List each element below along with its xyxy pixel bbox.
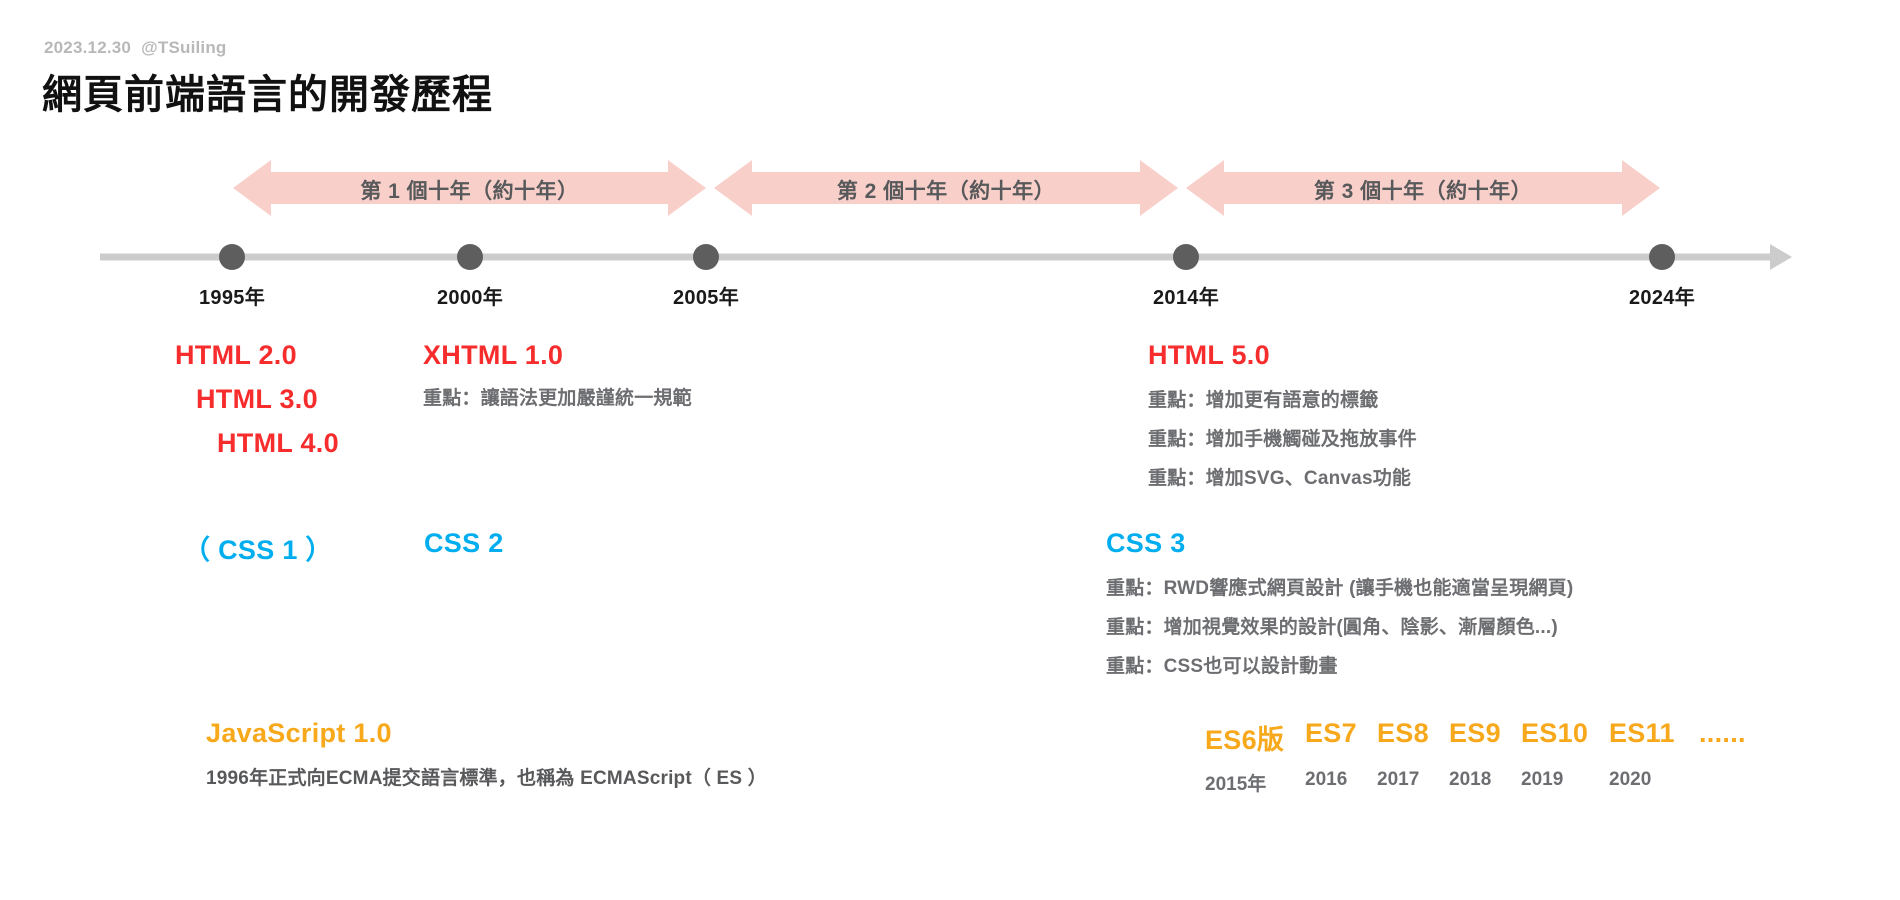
header-meta: 2023.12.30 @TSuiling bbox=[44, 38, 227, 58]
entry-title: （ CSS 1 ） bbox=[183, 535, 333, 565]
header-date: 2023.12.30 bbox=[44, 38, 132, 57]
es-version-label: ES10 bbox=[1521, 718, 1589, 748]
entry-detail-line: 重點：增加更有語意的標籤 bbox=[1148, 390, 1379, 411]
page-title: 網頁前端語言的開發歷程 bbox=[42, 73, 493, 117]
entry-detail-line: 1996年正式向ECMA提交語言標準，也稱為 ECMAScript（ ES ） bbox=[206, 768, 767, 789]
year-label-2000: 2000年 bbox=[437, 287, 503, 309]
entry-title: HTML 5.0 bbox=[1148, 340, 1270, 370]
es-version-label: ES11 bbox=[1609, 718, 1675, 748]
year-label-1995: 1995年 bbox=[199, 287, 265, 309]
entry-title: HTML 2.0 bbox=[175, 340, 297, 370]
entry-title: HTML 3.0 bbox=[196, 384, 318, 414]
es-version-label: ...... bbox=[1699, 718, 1746, 748]
entry-detail-line: 重點：增加視覺效果的設計(圓角、陰影、漸層顏色...) bbox=[1106, 617, 1558, 638]
es-year-label: 2016 bbox=[1305, 769, 1348, 790]
year-label-2005: 2005年 bbox=[673, 287, 739, 309]
decade-label-2: 第 2 個十年（約十年） bbox=[836, 180, 1056, 203]
entry-html5-2014: HTML 5.0 重點：增加更有語意的標籤 重點：增加手機觸碰及拖放事件 重點：… bbox=[1148, 340, 1417, 490]
es-year-line: 2015年 2016 2017 2018 2019 2020 bbox=[1205, 769, 1779, 796]
es-year-label: 2019 bbox=[1521, 769, 1564, 790]
entry-title: XHTML 1.0 bbox=[423, 340, 564, 370]
timeline-dot-1995[interactable] bbox=[219, 244, 245, 270]
entry-css3-2014: CSS 3 重點：RWD響應式網頁設計 (讓手機也能適當呈現網頁) 重點：增加視… bbox=[1106, 528, 1573, 678]
header-handle: @TSuiling bbox=[141, 38, 227, 57]
decade-label-1: 第 1 個十年（約十年） bbox=[360, 180, 579, 203]
entry-title: HTML 4.0 bbox=[217, 428, 339, 458]
timeline-dot-2024[interactable] bbox=[1649, 244, 1675, 270]
entry-xhtml-2000: XHTML 1.0 重點：讓語法更加嚴謹統一規範 bbox=[423, 340, 692, 410]
es-version-label: ES8 bbox=[1377, 718, 1429, 748]
entry-detail-line: 重點：CSS也可以設計動畫 bbox=[1106, 656, 1338, 677]
entry-title: JavaScript 1.0 bbox=[206, 718, 392, 748]
entry-css1-1995: （ CSS 1 ） bbox=[183, 528, 333, 567]
year-label-2014: 2014年 bbox=[1153, 287, 1219, 309]
timeline-dot-2014[interactable] bbox=[1173, 244, 1199, 270]
timeline-arrowhead-icon bbox=[1770, 244, 1792, 270]
es-year-label: 2017 bbox=[1377, 769, 1420, 790]
entry-css2-2000: CSS 2 bbox=[424, 528, 504, 559]
es-version-label: ES6版 bbox=[1205, 725, 1285, 755]
entry-html-1995: HTML 2.0 HTML 3.0 HTML 4.0 bbox=[175, 340, 339, 459]
es-year-label: 2015年 bbox=[1205, 774, 1267, 795]
decade-label-3: 第 3 個十年（約十年） bbox=[1313, 180, 1533, 203]
es-year-label: 2018 bbox=[1449, 769, 1492, 790]
entry-javascript-2000: JavaScript 1.0 1996年正式向ECMA提交語言標準，也稱為 EC… bbox=[206, 718, 767, 790]
entry-detail-line: 重點：增加手機觸碰及拖放事件 bbox=[1148, 429, 1417, 450]
year-label-2024: 2024年 bbox=[1629, 287, 1695, 309]
es-version-line: ES6版 ES7 ES8 ES9 ES10 ES11...... bbox=[1205, 718, 1779, 757]
es-version-label: ES9 bbox=[1449, 718, 1501, 748]
es-version-label: ES7 bbox=[1305, 718, 1357, 748]
entry-title: CSS 3 bbox=[1106, 528, 1186, 558]
entry-detail-line: 重點：RWD響應式網頁設計 (讓手機也能適當呈現網頁) bbox=[1106, 578, 1574, 599]
timeline-dot-2000[interactable] bbox=[457, 244, 483, 270]
entry-detail-line: 重點：增加SVG、Canvas功能 bbox=[1148, 468, 1412, 489]
timeline-dot-2005[interactable] bbox=[693, 244, 719, 270]
entry-es-versions-2014: ES6版 ES7 ES8 ES9 ES10 ES11...... 2015年 2016 2017… bbox=[1205, 718, 1779, 796]
es-year-label: 2020 bbox=[1609, 769, 1652, 790]
entry-title: CSS 2 bbox=[424, 528, 504, 558]
entry-detail-line: 重點：讓語法更加嚴謹統一規範 bbox=[423, 388, 692, 409]
